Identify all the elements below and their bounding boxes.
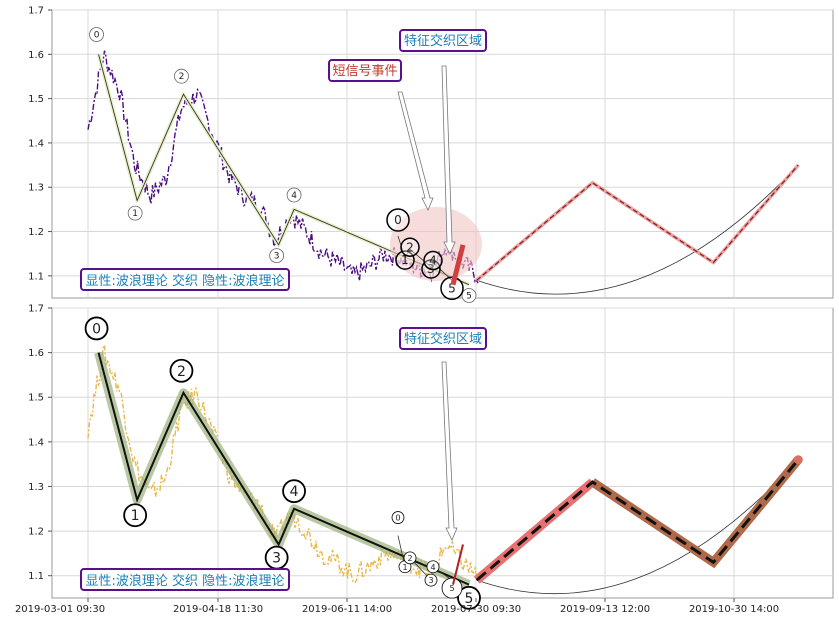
x-tick-label: 2019-03-01 09:30	[15, 604, 105, 615]
annotation-text: 特征交织区域	[404, 33, 482, 49]
y-tick-label: 1.6	[28, 50, 44, 61]
annotation-arrow	[441, 361, 458, 541]
y-tick-label: 1.3	[28, 183, 44, 194]
panel-top: 1.11.21.31.41.51.61.7012345012345特征交织区域短…	[28, 6, 834, 303]
small-wave-label: 4	[429, 254, 437, 268]
x-tick-label: 2019-07-30 09:30	[431, 604, 521, 615]
small-wave-marker	[423, 250, 443, 271]
small-wave-label: 2	[406, 240, 414, 254]
annotation-arrow	[441, 65, 456, 255]
forecast-end-marker	[793, 455, 803, 465]
wave-point-label: 5	[465, 591, 474, 607]
spike-line	[452, 544, 464, 585]
wave-point-label: 2	[179, 72, 185, 82]
wave-point-marker	[89, 27, 104, 42]
wave-point-marker	[269, 248, 285, 264]
small-wave-label: 1	[402, 563, 407, 572]
wave-point-marker	[127, 205, 143, 221]
annotation-box	[399, 29, 487, 52]
annotation-arrow	[397, 91, 434, 211]
x-tick-label: 2019-10-30 14:00	[689, 604, 779, 615]
wave-point-marker	[286, 187, 302, 203]
small-wave-marker	[441, 577, 463, 599]
wave-point-marker	[461, 288, 477, 303]
wave-point-marker	[282, 479, 306, 504]
small-wave-label: 5	[449, 584, 454, 593]
forecast-curve	[476, 459, 799, 595]
annotation-box	[328, 59, 402, 82]
small-wave-marker	[403, 551, 417, 565]
wave-point-label: 1	[132, 209, 138, 219]
small-wave-marker	[400, 237, 420, 258]
small-wave-label: 4	[430, 563, 435, 572]
y-tick-label: 1.1	[28, 271, 44, 282]
spike-line	[450, 244, 466, 286]
small-wave-label: 1	[401, 253, 409, 267]
footer-text: 显性:波浪理论 交织 隐性:波浪理论	[85, 273, 284, 289]
footer-box	[80, 268, 290, 291]
annotation-text: 短信号事件	[332, 64, 397, 79]
panel-bottom: 1.11.21.31.41.51.61.7012345012345特征交织区域显…	[15, 304, 834, 615]
x-tick-label: 2019-06-11 14:00	[302, 604, 392, 615]
wave-point-label: 3	[274, 252, 280, 262]
wave-point-marker	[457, 585, 481, 610]
wave-point-label: 0	[92, 321, 101, 337]
wave-point-label: 2	[177, 364, 186, 380]
wave-point-label: 1	[131, 508, 140, 524]
footer-box	[80, 568, 290, 591]
forecast-curve	[476, 164, 799, 295]
x-tick-label: 2019-04-18 11:30	[173, 604, 263, 615]
wave-point-marker	[169, 358, 194, 383]
forecast-dashed-line	[476, 164, 799, 281]
y-tick-label: 1.6	[28, 348, 44, 359]
wave-point-label: 0	[94, 31, 100, 41]
wave-line	[98, 54, 470, 286]
y-tick-label: 1.1	[28, 571, 44, 582]
small-wave-label: 2	[407, 554, 412, 563]
small-wave-label: 0	[394, 213, 402, 227]
y-tick-label: 1.4	[28, 138, 44, 149]
y-tick-label: 1.2	[28, 227, 44, 238]
small-wave-marker	[440, 276, 464, 301]
x-tick-label: 2019-09-13 12:00	[560, 604, 650, 615]
y-tick-label: 1.7	[28, 304, 44, 315]
wave-point-label: 5	[466, 292, 472, 302]
y-tick-label: 1.3	[28, 482, 44, 493]
annotation-text: 特征交织区域	[404, 331, 482, 347]
y-tick-label: 1.5	[28, 393, 44, 404]
wave-point-marker	[174, 68, 189, 84]
small-wave-marker	[386, 208, 410, 232]
footer-text: 显性:波浪理论 交织 隐性:波浪理论	[85, 573, 284, 589]
y-tick-label: 1.7	[28, 6, 44, 17]
small-wave-marker	[391, 511, 405, 524]
small-wave-label: 0	[395, 514, 400, 523]
small-wave-marker	[424, 573, 438, 587]
wave-point-label: 4	[291, 191, 297, 201]
y-tick-label: 1.5	[28, 94, 44, 105]
wave-point-marker	[84, 316, 109, 341]
wave-point-marker	[123, 503, 148, 528]
small-wave-label: 5	[448, 281, 456, 295]
forecast-dashed-line	[475, 458, 800, 582]
annotation-box	[399, 327, 487, 350]
y-tick-label: 1.2	[28, 527, 44, 538]
y-tick-label: 1.4	[28, 437, 44, 448]
wave-point-label: 3	[272, 551, 281, 567]
wave-line	[97, 352, 470, 586]
wave-point-label: 4	[290, 484, 299, 500]
small-wave-label: 3	[428, 576, 433, 585]
small-wave-marker	[426, 560, 440, 574]
plot-frame	[51, 307, 834, 599]
